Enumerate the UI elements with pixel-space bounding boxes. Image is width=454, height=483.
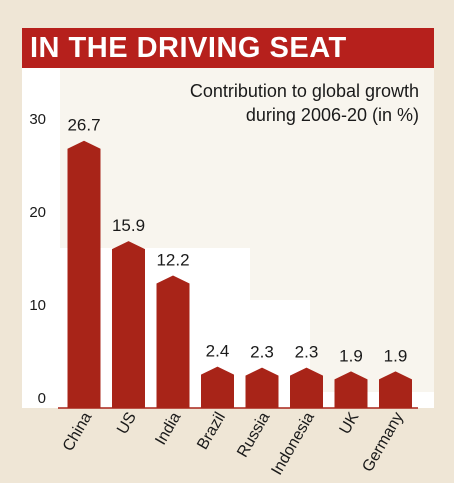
chart-subtitle: Contribution to global growth during 200…: [190, 81, 419, 125]
value-label: 1.9: [339, 346, 363, 365]
subtitle-line-1: Contribution to global growth: [190, 81, 419, 101]
y-tick-label: 20: [29, 204, 46, 221]
value-label: 2.4: [206, 342, 230, 361]
x-tick-label: India: [152, 409, 184, 448]
value-label: 1.9: [384, 346, 408, 365]
x-tick-label: Brazil: [194, 410, 229, 453]
value-labels: 26.7 15.9 12.2 2.4 2.3 2.3 1.9 1.9: [67, 116, 407, 366]
bar-brazil: [201, 366, 234, 408]
x-tick-label: China: [60, 409, 96, 454]
panel-cutout: [60, 68, 434, 392]
bar-indonesia: [290, 367, 323, 408]
value-label: 26.7: [67, 116, 100, 135]
bar-india: [156, 275, 190, 408]
subtitle-line-2: during 2006-20 (in %): [246, 105, 419, 125]
bar-germany: [379, 371, 412, 408]
y-tick-label: 0: [38, 390, 46, 407]
value-label: 2.3: [250, 343, 274, 362]
x-tick-label: Indonesia: [269, 409, 318, 478]
x-tick-label: Russia: [234, 409, 273, 460]
chart-headline: IN THE DRIVING SEAT: [22, 28, 434, 68]
y-tick-label: 10: [29, 297, 46, 314]
value-label: 12.2: [156, 251, 189, 270]
bar-uk: [334, 371, 368, 408]
bar-china: [67, 140, 101, 408]
value-label: 15.9: [112, 216, 145, 235]
bars: [67, 140, 412, 408]
value-label: 2.3: [295, 343, 319, 362]
x-tick-label: UK: [337, 409, 363, 437]
x-tick-label: Germany: [359, 410, 407, 475]
bar-russia: [245, 367, 279, 408]
y-tick-label: 30: [29, 111, 46, 128]
bar-us: [112, 241, 145, 408]
y-axis-ticks: 0 10 20 30: [29, 111, 46, 407]
x-tick-label: US: [114, 410, 140, 438]
